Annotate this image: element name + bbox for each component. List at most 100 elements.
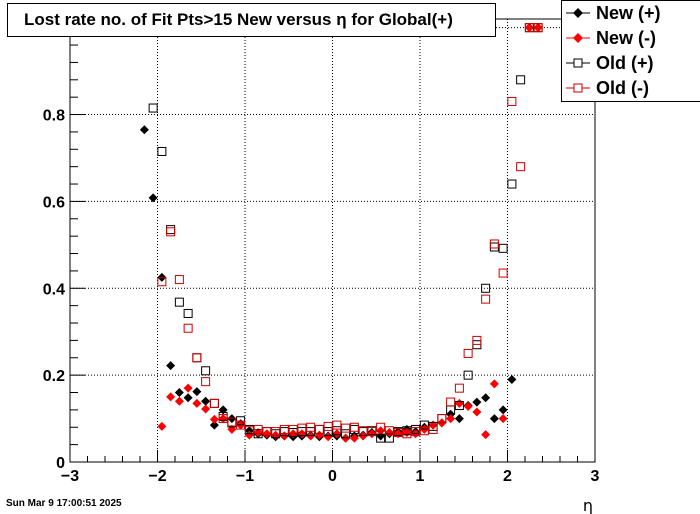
data-point	[218, 414, 228, 424]
data-point	[463, 348, 473, 358]
data-point	[279, 424, 289, 434]
open-square-red-icon	[566, 83, 590, 93]
data-point	[297, 423, 307, 433]
chart-title: Lost rate no. of Fit Pts>15 New versus η…	[7, 3, 496, 37]
data-point	[253, 424, 263, 434]
data-point	[507, 179, 517, 189]
data-point	[446, 397, 456, 407]
x-tick-label: 3	[591, 468, 600, 485]
data-point	[218, 414, 228, 424]
data-point	[533, 23, 543, 33]
data-point	[489, 239, 499, 249]
x-tick-label: −3	[61, 468, 79, 485]
filled-diamond-black-icon	[566, 8, 590, 18]
legend-label: Old (-)	[596, 78, 649, 98]
data-point	[166, 225, 176, 235]
data-point	[481, 283, 491, 293]
data-point	[183, 323, 193, 333]
timestamp: Sun Mar 9 17:00:51 2025	[6, 498, 122, 509]
legend-item-old-minus: Old (-)	[562, 76, 700, 100]
data-point	[411, 427, 421, 437]
data-point	[419, 426, 429, 436]
data-point	[498, 243, 508, 253]
y-tick-label: 0.6	[43, 194, 65, 211]
data-point	[498, 268, 508, 278]
data-point	[524, 23, 534, 33]
y-tick-label: 0.8	[43, 108, 65, 125]
x-tick-label: −2	[148, 468, 166, 485]
data-point	[481, 294, 491, 304]
data-point	[157, 146, 167, 156]
data-point	[166, 227, 176, 237]
y-tick-label: 0.2	[43, 368, 65, 385]
data-point	[341, 429, 351, 439]
data-point	[463, 401, 473, 411]
data-markers	[96, 23, 543, 443]
data-point	[314, 430, 324, 440]
data-point	[533, 23, 543, 33]
data-point	[139, 125, 149, 135]
data-point	[481, 393, 491, 403]
data-point	[148, 103, 158, 113]
data-point	[288, 424, 298, 434]
data-point	[516, 162, 526, 172]
data-point	[323, 427, 333, 437]
data-point	[201, 377, 211, 387]
x-tick-label: −1	[236, 468, 254, 485]
data-point	[489, 414, 499, 424]
data-point	[209, 414, 219, 424]
data-point	[463, 370, 473, 380]
data-point	[367, 427, 377, 437]
data-point	[489, 242, 499, 252]
data-point	[507, 97, 517, 107]
data-point	[481, 430, 491, 440]
open-square-black-icon	[566, 58, 590, 68]
data-point	[174, 275, 184, 285]
data-point	[376, 426, 386, 436]
data-point	[446, 414, 456, 424]
data-point	[323, 421, 333, 431]
data-point	[332, 426, 342, 436]
data-point	[437, 414, 447, 424]
data-point	[384, 426, 394, 436]
data-point	[332, 429, 342, 439]
data-point	[183, 308, 193, 318]
data-point	[209, 420, 219, 430]
data-point	[454, 383, 464, 393]
data-point	[393, 427, 403, 437]
data-point	[454, 398, 464, 408]
data-point	[489, 379, 499, 389]
data-point	[201, 366, 211, 376]
data-point	[376, 422, 386, 432]
data-point	[209, 398, 219, 408]
data-point	[323, 432, 333, 442]
data-point	[349, 433, 359, 443]
x-tick-label: 2	[503, 468, 512, 485]
data-point	[332, 420, 342, 430]
data-point	[349, 422, 359, 432]
x-tick-label: 1	[416, 468, 425, 485]
data-point	[384, 427, 394, 437]
data-point	[402, 429, 412, 439]
series-new	[96, 23, 543, 443]
data-point	[498, 405, 508, 415]
legend-label: New (-)	[596, 28, 656, 48]
data-point	[227, 417, 237, 427]
x-axis-label: η	[583, 496, 593, 514]
series-new	[96, 23, 543, 443]
data-point	[376, 433, 386, 443]
y-tick-label: 0.4	[43, 281, 65, 298]
data-point	[166, 392, 176, 402]
data-point	[174, 396, 184, 406]
series-old	[96, 23, 543, 439]
series-old	[96, 23, 543, 443]
data-point	[524, 23, 534, 33]
legend-item-old-plus: Old (+)	[562, 51, 700, 75]
data-point	[157, 277, 167, 287]
data-point	[314, 424, 324, 434]
data-point	[472, 407, 482, 417]
data-point	[148, 193, 158, 203]
data-point	[174, 388, 184, 398]
data-point	[384, 433, 394, 443]
data-point	[419, 420, 429, 430]
